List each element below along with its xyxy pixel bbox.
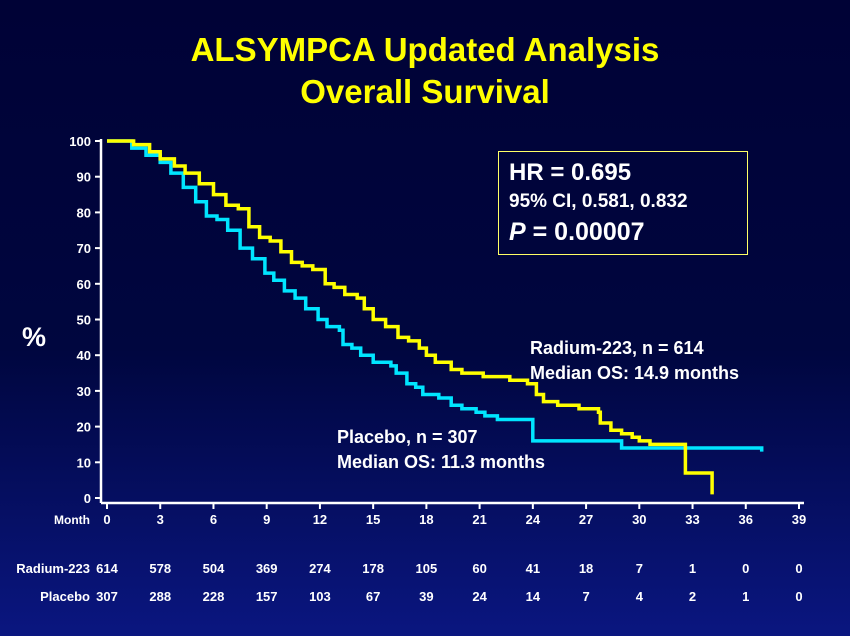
y-tick-label: 20 bbox=[77, 420, 91, 435]
at-risk-count: 578 bbox=[149, 561, 171, 576]
radium-label: Radium-223, n = 614 bbox=[530, 338, 704, 358]
y-tick-label: 100 bbox=[69, 134, 91, 149]
at-risk-count: 157 bbox=[256, 589, 278, 604]
at-risk-count: 60 bbox=[472, 561, 486, 576]
at-risk-count: 4 bbox=[636, 589, 644, 604]
at-risk-count: 14 bbox=[526, 589, 541, 604]
radium-median-os: Median OS: 14.9 months bbox=[530, 363, 740, 383]
placebo-label: Placebo, n = 307 bbox=[337, 427, 478, 447]
y-tick-label: 50 bbox=[77, 313, 91, 328]
y-tick-label: 10 bbox=[77, 455, 91, 470]
at-risk-count: 24 bbox=[472, 589, 487, 604]
at-risk-count: 7 bbox=[636, 561, 643, 576]
at-risk-count: 7 bbox=[582, 589, 589, 604]
x-tick-label: 0 bbox=[103, 512, 110, 527]
x-tick-label: 39 bbox=[792, 512, 806, 527]
y-tick-label: 60 bbox=[77, 277, 91, 292]
at-risk-count: 504 bbox=[203, 561, 225, 576]
y-tick-label: 90 bbox=[77, 170, 91, 185]
at-risk-count: 178 bbox=[362, 561, 384, 576]
at-risk-count: 41 bbox=[526, 561, 540, 576]
chart-title-line2: Overall Survival bbox=[300, 73, 550, 110]
placebo-survival-curve bbox=[107, 139, 764, 452]
at-risk-count: 228 bbox=[203, 589, 225, 604]
chart-title-line1: ALSYMPCA Updated Analysis bbox=[190, 31, 660, 68]
x-tick-label: 3 bbox=[157, 512, 164, 527]
x-tick-label: 33 bbox=[685, 512, 699, 527]
at-risk-count: 1 bbox=[689, 561, 696, 576]
x-tick-label: 6 bbox=[210, 512, 217, 527]
radium-annotation: Radium-223, n = 614 Median OS: 14.9 mont… bbox=[530, 336, 739, 386]
at-risk-count: 307 bbox=[96, 589, 118, 604]
radium-survival-curve bbox=[107, 139, 714, 495]
x-tick-label: 9 bbox=[263, 512, 270, 527]
x-tick-label: 24 bbox=[526, 512, 541, 527]
at-risk-row-label: Placebo bbox=[40, 589, 90, 604]
y-tick-label: 0 bbox=[84, 491, 91, 506]
hazard-ratio-text: HR = 0.695 bbox=[509, 159, 632, 186]
at-risk-count: 614 bbox=[96, 561, 118, 576]
at-risk-count: 288 bbox=[149, 589, 171, 604]
p-value-line: P = 0.00007 bbox=[509, 216, 737, 248]
hazard-ratio-box: HR = 0.695 95% CI, 0.581, 0.832 P = 0.00… bbox=[498, 151, 748, 255]
at-risk-count: 1 bbox=[742, 589, 749, 604]
x-tick-label: 15 bbox=[366, 512, 380, 527]
at-risk-count: 67 bbox=[366, 589, 380, 604]
at-risk-row-label: Radium-223 bbox=[16, 561, 90, 576]
y-tick-label: 70 bbox=[77, 241, 91, 256]
x-tick-label: 36 bbox=[739, 512, 753, 527]
p-symbol: P bbox=[509, 218, 526, 246]
x-tick-label: 12 bbox=[313, 512, 327, 527]
confidence-interval-text: 95% CI, 0.581, 0.832 bbox=[509, 191, 688, 212]
at-risk-count: 39 bbox=[419, 589, 433, 604]
x-tick-label: 27 bbox=[579, 512, 593, 527]
y-tick-label: 30 bbox=[77, 384, 91, 399]
placebo-annotation: Placebo, n = 307 Median OS: 11.3 months bbox=[337, 425, 545, 475]
at-risk-count: 274 bbox=[309, 561, 331, 576]
at-risk-count: 18 bbox=[579, 561, 593, 576]
p-value-text: = 0.00007 bbox=[525, 218, 645, 246]
x-axis-label: Month bbox=[54, 513, 90, 527]
at-risk-count: 0 bbox=[742, 561, 749, 576]
at-risk-count: 2 bbox=[689, 589, 696, 604]
at-risk-count: 0 bbox=[795, 561, 802, 576]
at-risk-count: 105 bbox=[416, 561, 438, 576]
x-tick-label: 30 bbox=[632, 512, 646, 527]
at-risk-count: 0 bbox=[795, 589, 802, 604]
x-tick-label: 21 bbox=[472, 512, 486, 527]
at-risk-count: 369 bbox=[256, 561, 278, 576]
y-tick-label: 80 bbox=[77, 205, 91, 220]
y-tick-label: 40 bbox=[77, 348, 91, 363]
x-tick-label: 18 bbox=[419, 512, 433, 527]
y-axis-label: % bbox=[22, 322, 47, 352]
placebo-median-os: Median OS: 11.3 months bbox=[337, 452, 546, 472]
at-risk-count: 103 bbox=[309, 589, 331, 604]
